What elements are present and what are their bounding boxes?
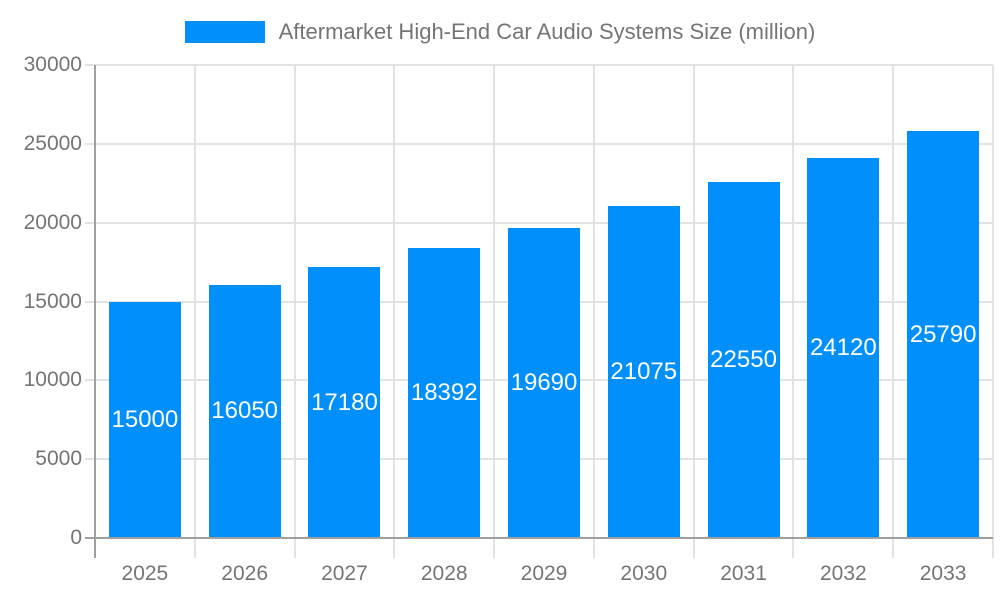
gridline-vertical: [592, 65, 595, 558]
bar-value-label: 16050: [211, 397, 279, 425]
y-axis-tick-label: 0: [70, 526, 82, 549]
gridline-vertical: [792, 65, 795, 558]
bar: 19690: [508, 227, 580, 538]
gridline-vertical: [692, 65, 695, 558]
x-axis-tick-label: 2033: [919, 562, 967, 585]
x-axis-tick-label: 2026: [221, 562, 269, 585]
bar: 24120: [807, 157, 880, 538]
bar: 25790: [907, 131, 980, 538]
bar-value-label: 19690: [510, 368, 578, 396]
plot-area: 0 5000 10000 15000 20000 25000 30000 15000 2025 1…: [24, 53, 994, 585]
y-axis-tick-label: 10000: [23, 368, 82, 392]
bar-value-label: 17180: [311, 388, 378, 416]
y-axis-tick-label: 30000: [23, 53, 82, 76]
bar-value-label: 24120: [809, 333, 877, 361]
gridline-vertical: [992, 65, 994, 558]
y-axis-tick-label: 25000: [23, 131, 82, 155]
x-axis-line: [85, 537, 993, 539]
gridline-horizontal: [85, 221, 993, 224]
bar: 22550: [707, 182, 780, 538]
bar-value-label: 18392: [410, 379, 478, 406]
x-axis-tick-label: 2027: [321, 562, 368, 585]
gridline-horizontal: [85, 142, 993, 145]
y-axis-tick-label: 20000: [23, 210, 82, 234]
x-axis-tick-label: 2025: [121, 562, 169, 585]
bar-value-label: 25790: [909, 320, 977, 348]
y-axis-tick-label: 5000: [35, 447, 82, 471]
bar-value-label: 21075: [610, 357, 678, 385]
legend[interactable]: Aftermarket High-End Car Audio Systems S…: [0, 20, 1000, 44]
gridline-vertical: [193, 65, 196, 558]
gridline-horizontal: [85, 64, 993, 66]
bar-value-label: 15000: [111, 405, 179, 433]
legend-label: Aftermarket High-End Car Audio Systems S…: [278, 19, 816, 44]
y-axis-line: [94, 65, 96, 558]
gridline-vertical: [493, 65, 496, 558]
bar: 17180: [308, 267, 381, 538]
x-axis-tick-label: 2032: [819, 562, 867, 585]
gridline-vertical: [293, 65, 296, 558]
bar: 21075: [607, 205, 680, 538]
x-axis-tick-label: 2029: [520, 562, 568, 585]
bar: 16050: [208, 284, 281, 538]
legend-swatch: [184, 21, 265, 43]
gridline-vertical: [892, 65, 895, 558]
y-axis-tick-label: 15000: [23, 289, 82, 313]
bar: 15000: [108, 301, 181, 538]
x-axis-tick-label: 2030: [620, 562, 668, 585]
bar-value-label: 22550: [710, 346, 777, 374]
x-axis-tick-label: 2031: [720, 562, 767, 585]
bar: 18392: [408, 248, 481, 538]
x-axis-tick-label: 2028: [420, 562, 468, 585]
gridline-vertical: [393, 65, 396, 558]
